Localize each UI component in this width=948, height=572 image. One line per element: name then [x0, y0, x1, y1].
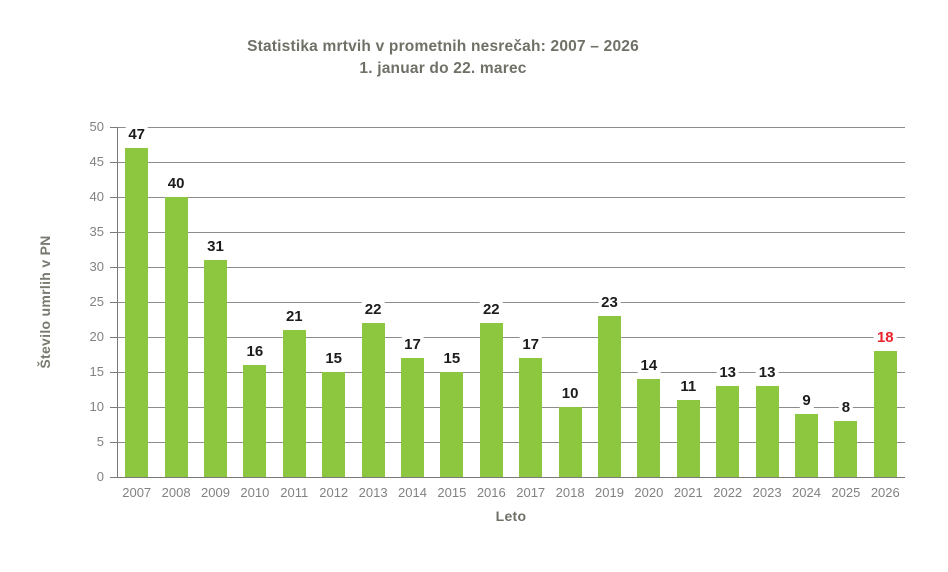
- bar: [164, 197, 188, 477]
- y-tick: [110, 337, 117, 338]
- y-axis-line: [117, 127, 118, 477]
- x-tick-label: 2011: [280, 485, 309, 500]
- bar-value-label: 31: [204, 237, 227, 256]
- x-tick-label: 2024: [792, 485, 821, 500]
- gridline: [117, 267, 905, 268]
- x-tick-label: 2015: [437, 485, 467, 500]
- y-tick: [110, 302, 117, 303]
- bar-value-label: 17: [519, 335, 543, 354]
- y-tick-label: 0: [96, 469, 104, 484]
- y-tick: [110, 162, 117, 163]
- y-tick-label: 10: [89, 399, 104, 414]
- gridline: [117, 232, 905, 233]
- x-tick-label: 2023: [752, 485, 782, 500]
- bar: [519, 358, 543, 477]
- bar-value-label: 15: [440, 349, 464, 368]
- x-tick-label: 2021: [673, 485, 703, 500]
- x-axis-title: Leto: [495, 508, 527, 524]
- bar: [440, 372, 464, 477]
- x-tick-label: 2026: [870, 485, 900, 500]
- y-tick-label: 25: [89, 294, 104, 309]
- gridline: [117, 337, 905, 338]
- y-tick: [110, 127, 117, 128]
- bar: [282, 330, 306, 477]
- bar: [401, 358, 424, 477]
- gridline: [117, 302, 905, 303]
- gridline: [117, 127, 905, 128]
- bar-value-label: 9: [799, 391, 814, 410]
- y-tick: [110, 267, 117, 268]
- y-tick: [110, 372, 117, 373]
- bar-value-label: 10: [558, 384, 582, 403]
- chart-subtitle: 1. januar do 22. marec: [359, 60, 527, 77]
- bar: [558, 407, 582, 477]
- x-tick-label: 2018: [555, 485, 585, 500]
- bar: [125, 148, 149, 477]
- bar: [676, 400, 700, 477]
- bar: [243, 365, 267, 477]
- gridline: [117, 442, 905, 443]
- x-tick-label: 2022: [713, 485, 743, 500]
- y-tick-label: 30: [89, 259, 104, 274]
- gridline: [117, 162, 905, 163]
- y-tick-label: 40: [89, 189, 104, 204]
- bar: [637, 379, 661, 477]
- x-tick-label: 2010: [240, 485, 270, 500]
- bar-value-label: 11: [677, 377, 700, 396]
- x-tick-label: 2014: [398, 485, 427, 500]
- title-block: Statistika mrtvih v prometnih nesrečah: …: [0, 36, 886, 80]
- bar-value-label: 40: [164, 174, 188, 193]
- bar-value-label: 8: [838, 398, 854, 417]
- x-tick-label: 2007: [122, 485, 152, 500]
- y-tick: [110, 197, 117, 198]
- bar: [873, 351, 897, 477]
- y-tick: [110, 477, 117, 478]
- bar-value-label: 22: [479, 300, 503, 319]
- x-tick-label: 2019: [595, 485, 624, 500]
- x-tick-label: 2025: [831, 485, 861, 500]
- x-tick-label: 2013: [358, 485, 388, 500]
- y-tick-label: 45: [89, 154, 104, 169]
- bar: [204, 260, 227, 477]
- bar: [479, 323, 503, 477]
- bar-value-label: 18: [873, 328, 897, 347]
- gridline: [117, 197, 905, 198]
- y-tick: [110, 232, 117, 233]
- bar: [322, 372, 346, 477]
- bar: [598, 316, 621, 477]
- bar-value-label: 23: [598, 293, 621, 312]
- gridline: [117, 372, 905, 373]
- bar-value-label: 16: [243, 342, 267, 361]
- x-tick-label: 2012: [319, 485, 349, 500]
- x-tick-label: 2020: [634, 485, 664, 500]
- bar-value-label: 21: [282, 307, 306, 326]
- bar: [755, 386, 779, 477]
- bar-value-label: 14: [637, 356, 661, 375]
- bar-value-label: 15: [322, 349, 346, 368]
- bar-value-label: 47: [125, 125, 149, 144]
- gridline: [117, 407, 905, 408]
- x-tick-label: 2009: [201, 485, 230, 500]
- y-tick-label: 5: [96, 434, 104, 449]
- y-tick-label: 50: [89, 119, 104, 134]
- bar: [795, 414, 818, 477]
- bar-value-label: 17: [401, 335, 424, 354]
- x-tick-label: 2016: [476, 485, 506, 500]
- bar-value-label: 13: [716, 363, 740, 382]
- chart-title: Statistika mrtvih v prometnih nesrečah: …: [247, 38, 639, 55]
- y-tick: [110, 442, 117, 443]
- y-tick-label: 15: [89, 364, 104, 379]
- x-tick-label: 2017: [516, 485, 546, 500]
- bar: [834, 421, 858, 477]
- bar: [361, 323, 385, 477]
- x-tick-label: 2008: [161, 485, 191, 500]
- y-tick-label: 20: [89, 329, 104, 344]
- bar-value-label: 22: [361, 300, 385, 319]
- y-tick: [110, 407, 117, 408]
- x-axis-line: [117, 477, 905, 478]
- bar-value-label: 13: [755, 363, 779, 382]
- bar: [716, 386, 740, 477]
- y-tick-label: 35: [89, 224, 104, 239]
